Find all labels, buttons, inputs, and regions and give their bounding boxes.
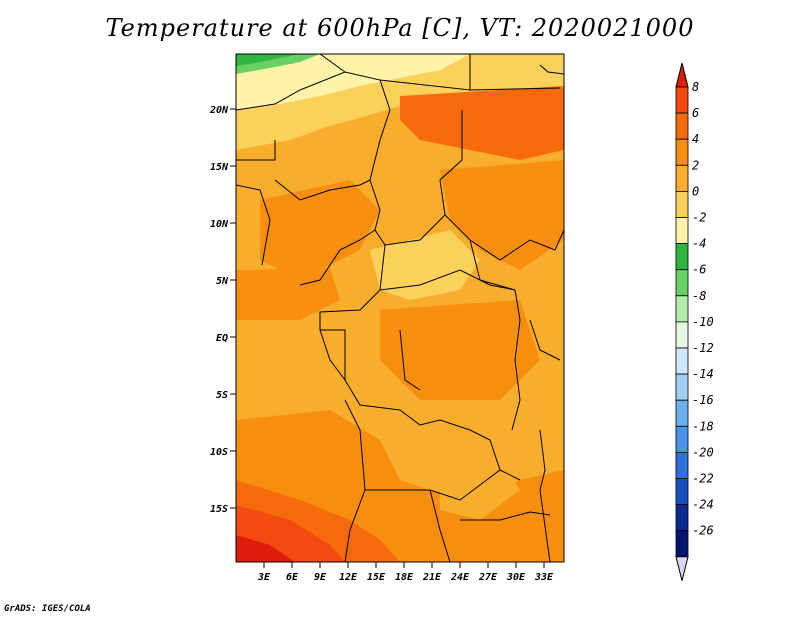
lat-label-10s: 10S xyxy=(210,447,228,458)
lat-label-15n: 15N xyxy=(210,162,229,173)
colorbar-level-label: -6 xyxy=(692,263,706,277)
colorbar-swatch xyxy=(675,86,689,114)
colorbar: 8 6 4 2 0 -2 -4 -6 -8 -10 -12 -14 -16 -18 -20 -22 -24 -26 xyxy=(675,62,714,581)
colorbar-level-label: -2 xyxy=(692,211,706,225)
colorbar-level-label: 6 xyxy=(692,106,699,120)
colorbar-swatch xyxy=(675,295,689,323)
colorbar-swatch xyxy=(675,112,689,140)
colorbar-bottom-arrow xyxy=(675,556,689,581)
lon-label-15e: 15E xyxy=(367,572,386,583)
colorbar-swatch xyxy=(675,347,689,375)
colorbar-top-arrow xyxy=(675,62,689,88)
colorbar-swatch xyxy=(675,269,689,297)
colorbar-level-label: -18 xyxy=(692,419,714,433)
temperature-field xyxy=(236,54,564,562)
colorbar-level-label: -20 xyxy=(692,445,714,459)
colorbar-level-label: 0 xyxy=(692,184,699,198)
colorbar-level-label: -12 xyxy=(692,341,714,355)
lon-label-27e: 27E xyxy=(478,572,498,583)
colorbar-level-label: -10 xyxy=(692,315,714,329)
colorbar-level-label: -26 xyxy=(692,524,714,538)
colorbar-level-label: 8 xyxy=(692,80,699,94)
map-title: Temperature at 600hPa [C], VT: 202002100… xyxy=(105,14,695,42)
lon-label-21e: 21E xyxy=(422,572,442,583)
lat-label-20n: 20N xyxy=(209,105,229,116)
lat-label-5s: 5S xyxy=(216,390,228,401)
colorbar-level-label: -4 xyxy=(692,237,706,251)
lon-label-24e: 24E xyxy=(450,572,470,583)
lon-label-3e: 3E xyxy=(257,572,271,583)
colorbar-swatch xyxy=(675,373,689,401)
lon-label-30e: 30E xyxy=(506,572,526,583)
colorbar-swatch xyxy=(675,504,689,532)
colorbar-level-label: 2 xyxy=(692,158,699,172)
grads-credit: GrADS: IGES/COLA xyxy=(4,604,91,614)
colorbar-swatch xyxy=(675,164,689,192)
lat-label-eq: EQ xyxy=(216,333,228,344)
lat-label-15s: 15S xyxy=(210,504,228,515)
lat-label-10n: 10N xyxy=(210,219,229,230)
lon-label-18e: 18E xyxy=(395,572,414,583)
lat-label-5n: 5N xyxy=(216,276,229,287)
lon-label-33e: 33E xyxy=(534,572,554,583)
colorbar-swatch xyxy=(675,478,689,506)
colorbar-swatch xyxy=(675,321,689,349)
colorbar-level-label: 4 xyxy=(692,132,699,146)
colorbar-swatch xyxy=(675,451,689,479)
colorbar-swatch xyxy=(675,217,689,245)
colorbar-swatch xyxy=(675,190,689,218)
colorbar-swatch xyxy=(675,425,689,453)
colorbar-level-label: -16 xyxy=(692,393,714,407)
colorbar-swatch xyxy=(675,138,689,166)
colorbar-level-label: -22 xyxy=(692,472,714,486)
lon-label-9e: 9E xyxy=(314,572,327,583)
lon-label-6e: 6E xyxy=(286,572,299,583)
colorbar-swatch xyxy=(675,530,689,558)
colorbar-level-label: -8 xyxy=(692,289,706,303)
lon-label-12e: 12E xyxy=(339,572,358,583)
colorbar-level-label: -14 xyxy=(692,367,714,381)
colorbar-level-label: -24 xyxy=(692,498,714,512)
colorbar-swatch xyxy=(675,399,689,427)
map-frame xyxy=(235,53,565,563)
colorbar-swatch xyxy=(675,243,689,271)
